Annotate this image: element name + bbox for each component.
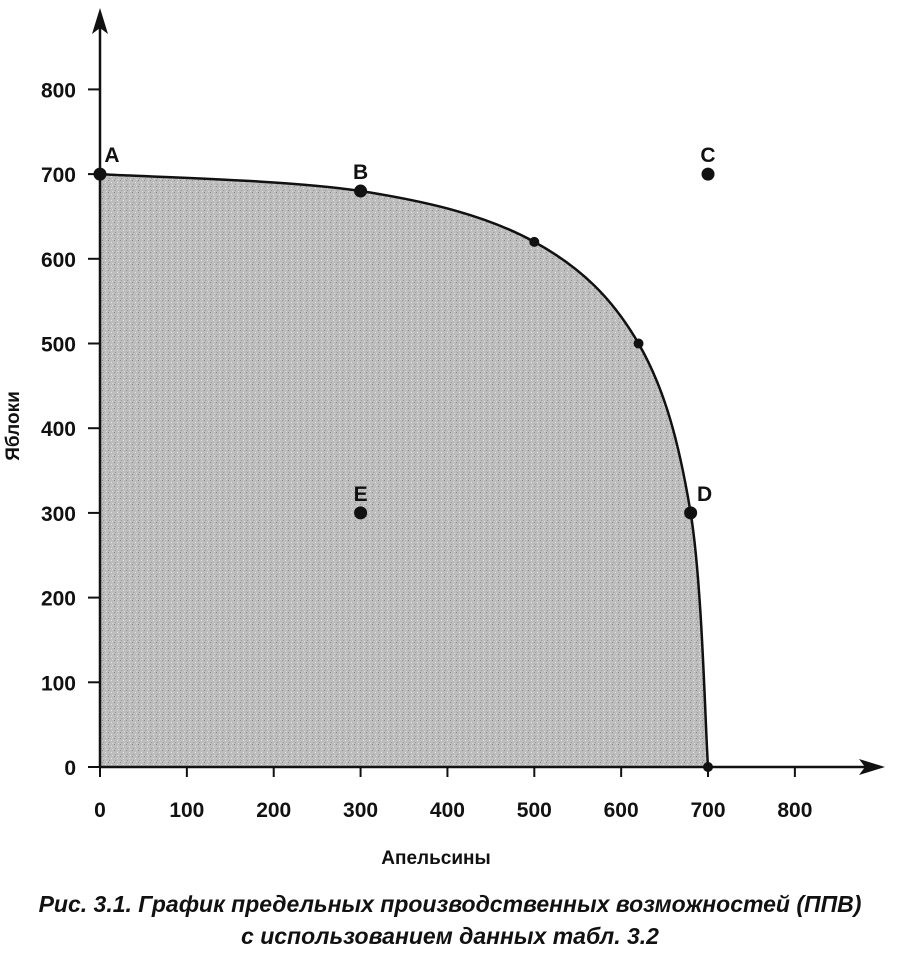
frontier-point	[703, 762, 714, 772]
axes-layer: 0 100 200 300 400 500 600 700 800 0 100 200 300 400 50…	[3, 8, 885, 869]
labels-layer: A B C D E	[104, 144, 715, 506]
figure-caption-line-1: Рис. 3.1. График предельных производстве…	[38, 891, 862, 917]
y-tick-label: 500	[41, 334, 76, 357]
y-tick-label: 400	[41, 418, 76, 441]
x-tick-label: 600	[604, 799, 639, 822]
point-b	[354, 184, 368, 198]
x-tick-label: 200	[256, 799, 291, 822]
y-tick-label: 0	[64, 757, 76, 780]
y-tick-label: 700	[41, 164, 76, 187]
point-label-e: E	[354, 483, 368, 506]
frontier-point	[529, 236, 540, 247]
x-tick-label: 800	[777, 799, 812, 822]
point-d	[684, 506, 698, 520]
x-tick-label: 500	[517, 799, 552, 822]
ppf-chart: 0 100 200 300 400 500 600 700 800 0 100 200 300 400 50…	[3, 8, 885, 869]
feasible-region-layer	[100, 174, 709, 768]
y-tick-label: 800	[41, 79, 76, 102]
point-e	[354, 506, 368, 520]
x-tick-label: 400	[430, 799, 465, 822]
feasible-region	[100, 174, 709, 768]
points-layer	[93, 167, 715, 772]
figure-caption-line-2: с использованием данных табл. 3.2	[241, 923, 659, 949]
frontier-point	[633, 338, 644, 349]
y-axis-title: Яблоки	[3, 391, 24, 461]
point-label-b: B	[353, 161, 368, 184]
y-tick-label: 600	[41, 249, 76, 272]
x-axis-arrow	[859, 759, 885, 775]
x-axis-title: Апельсины	[381, 848, 490, 869]
point-label-c: C	[700, 144, 715, 167]
frontier-layer	[99, 172, 710, 768]
y-tick-label: 100	[41, 672, 76, 695]
x-tick-label: 700	[690, 799, 725, 822]
y-tick-label: 300	[41, 503, 76, 526]
point-label-a: A	[104, 144, 119, 167]
frontier-curve	[99, 172, 710, 768]
y-axis-arrow	[92, 8, 108, 34]
point-label-d: D	[697, 483, 712, 506]
point-a	[93, 167, 107, 181]
y-tick-label: 200	[41, 588, 76, 611]
x-tick-label: 0	[94, 799, 106, 822]
x-tick-label: 300	[343, 799, 378, 822]
x-tick-label: 100	[169, 799, 204, 822]
point-c	[701, 167, 715, 181]
